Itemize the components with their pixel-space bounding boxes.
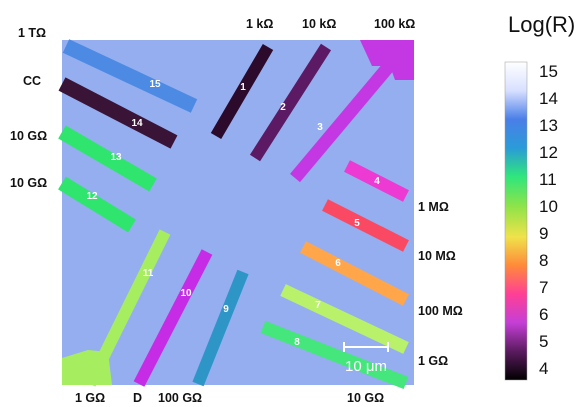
colorbar-title: Log(R)	[508, 12, 576, 37]
colorbar-tick: 4	[539, 359, 549, 378]
colorbar-tick: 14	[539, 89, 558, 108]
pad-11	[62, 350, 112, 385]
colorbar-tick: 7	[539, 278, 549, 297]
electrode-13	[58, 125, 157, 192]
label-right-10m: 10 MΩ	[418, 249, 456, 263]
electrode-number-15: 15	[149, 79, 161, 90]
label-bottom-10g: 10 GΩ	[347, 391, 385, 405]
colorbar-tick: 9	[539, 224, 549, 243]
label-left-1t: 1 TΩ	[18, 26, 47, 40]
electrode-3	[290, 42, 410, 183]
electrode-number-1: 1	[240, 82, 246, 93]
electrode-number-13: 13	[110, 152, 122, 163]
colorbar-tick: 10	[539, 197, 558, 216]
electrode-number-3: 3	[317, 122, 323, 133]
label-right-1g: 1 GΩ	[418, 354, 449, 368]
colorbar-tick: 15	[539, 62, 558, 81]
scale-bar: 10 μm	[343, 342, 389, 375]
label-bottom-1g: 1 GΩ	[75, 391, 106, 405]
electrode-number-2: 2	[280, 102, 286, 113]
electrode-14	[58, 77, 178, 149]
electrode-9	[192, 269, 249, 387]
colorbar-tick: 8	[539, 251, 549, 270]
electrode-10	[133, 249, 213, 387]
label-left-10g-b: 10 GΩ	[10, 176, 48, 190]
colorbar-tick: 5	[539, 332, 549, 351]
label-right-1m: 1 MΩ	[418, 200, 449, 214]
electrode-2	[249, 43, 332, 162]
scale-bar-label: 10 μm	[345, 358, 387, 375]
electrode-1	[210, 43, 274, 140]
label-right-100m: 100 MΩ	[418, 304, 463, 318]
colorbar-tick: 11	[539, 170, 557, 189]
colorbar-tick: 13	[539, 116, 558, 135]
electrode-number-7: 7	[315, 300, 321, 311]
electrode-6	[300, 241, 409, 306]
label-bottom-100g: 100 GΩ	[158, 391, 203, 405]
electrode-number-6: 6	[335, 258, 341, 269]
electrode-number-5: 5	[354, 218, 360, 229]
electrode-number-10: 10	[180, 288, 192, 299]
label-left-10g-a: 10 GΩ	[10, 129, 48, 143]
electrode-12	[58, 176, 136, 233]
label-top-100k: 100 kΩ	[374, 17, 416, 31]
label-left-cc: CC	[23, 74, 42, 88]
colorbar-tick: 6	[539, 305, 549, 324]
electrode-number-11: 11	[143, 268, 154, 279]
electrode-4	[344, 160, 409, 202]
electrode-number-8: 8	[294, 337, 300, 348]
label-bottom-d: D	[133, 391, 143, 405]
electrode-number-12: 12	[86, 191, 98, 202]
label-top-1k: 1 kΩ	[246, 17, 274, 31]
electrode-8	[260, 320, 409, 390]
colorbar-tick: 12	[539, 143, 558, 162]
pad-3	[360, 40, 414, 80]
electrode-number-4: 4	[374, 176, 380, 187]
electrode-7	[280, 284, 409, 354]
colorbar	[504, 61, 528, 381]
electrode-number-9: 9	[223, 304, 229, 315]
label-top-10k: 10 kΩ	[302, 17, 337, 31]
electrode-15	[62, 39, 198, 113]
electrode-5	[322, 199, 409, 252]
electrode-number-14: 14	[131, 118, 143, 129]
